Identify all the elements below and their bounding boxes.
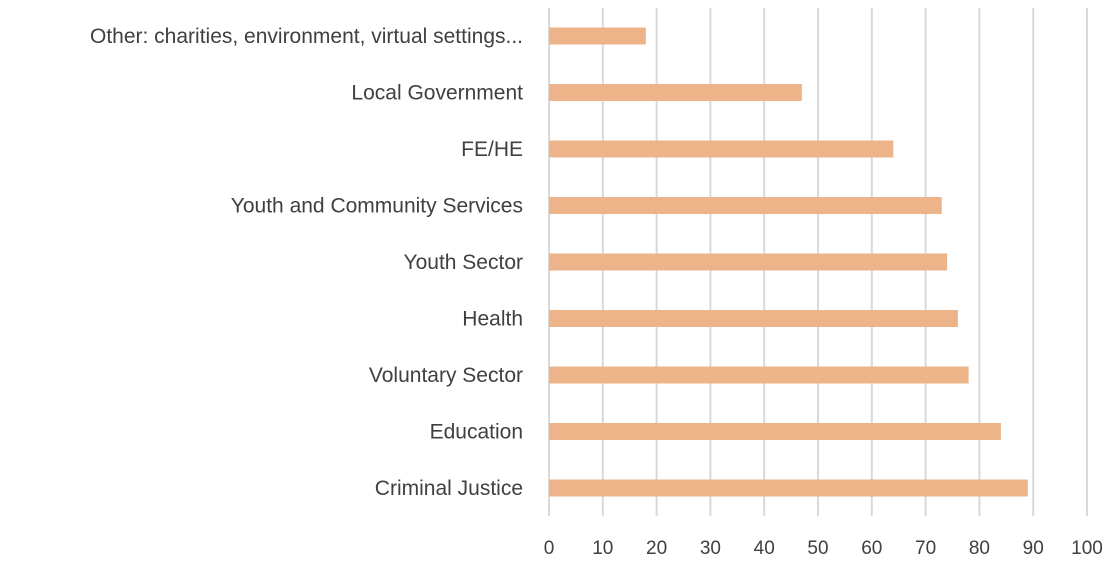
x-tick-label: 30 xyxy=(700,538,721,559)
bar xyxy=(549,27,646,45)
x-tick-label: 20 xyxy=(646,538,667,559)
x-tick-label: 80 xyxy=(969,538,990,559)
bar xyxy=(549,84,802,101)
x-tick-label: 90 xyxy=(1023,538,1044,559)
x-tick-label: 40 xyxy=(754,538,775,559)
category-label: Youth Sector xyxy=(404,251,523,274)
category-labels: Other: charities, environment, virtual s… xyxy=(90,25,523,500)
category-label: FE/HE xyxy=(461,138,523,161)
bar xyxy=(549,310,958,327)
bar xyxy=(549,423,1001,440)
bar xyxy=(549,479,1028,497)
category-label: Criminal Justice xyxy=(375,477,523,500)
category-label: Health xyxy=(462,308,523,331)
category-label: Voluntary Sector xyxy=(369,364,523,387)
category-label: Local Government xyxy=(351,82,523,105)
category-label: Education xyxy=(430,421,523,444)
bar xyxy=(549,197,942,214)
x-tick-label: 100 xyxy=(1071,538,1103,559)
bar xyxy=(549,253,948,271)
category-label: Other: charities, environment, virtual s… xyxy=(90,25,523,48)
x-tick-label: 10 xyxy=(592,538,613,559)
bars xyxy=(549,27,1028,497)
x-tick-label: 70 xyxy=(915,538,936,559)
bar xyxy=(549,140,894,158)
x-tick-label: 60 xyxy=(861,538,882,559)
x-tick-label: 0 xyxy=(544,538,555,559)
x-tick-label: 50 xyxy=(807,538,828,559)
x-axis-tick-labels: 0 10 20 30 40 50 60 70 80 90 100 xyxy=(544,538,1103,559)
bar xyxy=(549,366,969,384)
category-label: Youth and Community Services xyxy=(231,195,523,218)
